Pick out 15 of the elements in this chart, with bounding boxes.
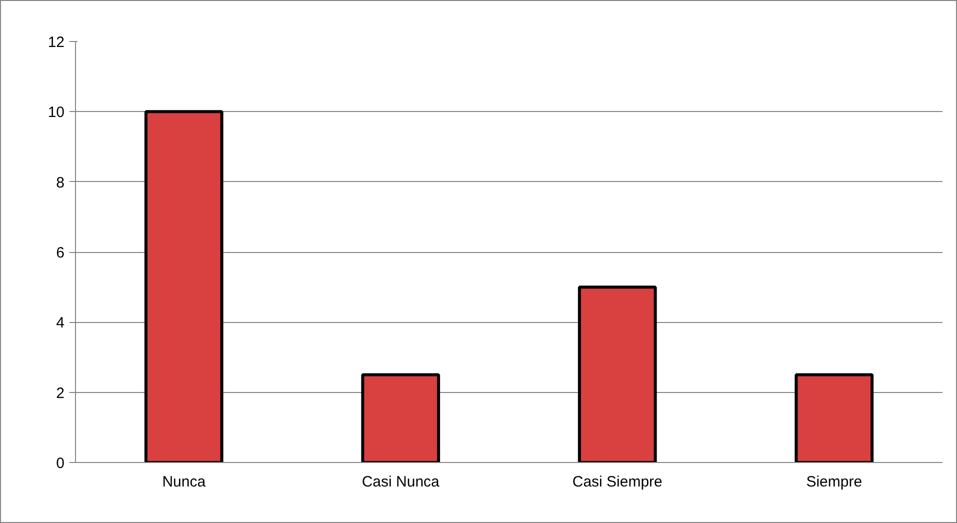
bar <box>578 286 657 462</box>
bar <box>144 110 224 462</box>
y-tick-label: 2 <box>56 384 64 402</box>
y-tick-label: 10 <box>48 104 65 122</box>
x-tick-label: Siempre <box>806 474 862 490</box>
x-tick-label: Casi Nunca <box>362 474 440 490</box>
y-tick-label: 6 <box>56 244 64 262</box>
y-tick-label: 12 <box>48 34 65 51</box>
x-tick-label: Casi Siempre <box>572 474 662 490</box>
bar <box>361 373 440 462</box>
bar <box>794 373 874 462</box>
y-tick-label: 8 <box>56 174 64 192</box>
x-tick-label: Nunca <box>162 474 206 490</box>
y-tick-label: 0 <box>56 455 64 472</box>
y-tick-label: 4 <box>56 314 64 332</box>
